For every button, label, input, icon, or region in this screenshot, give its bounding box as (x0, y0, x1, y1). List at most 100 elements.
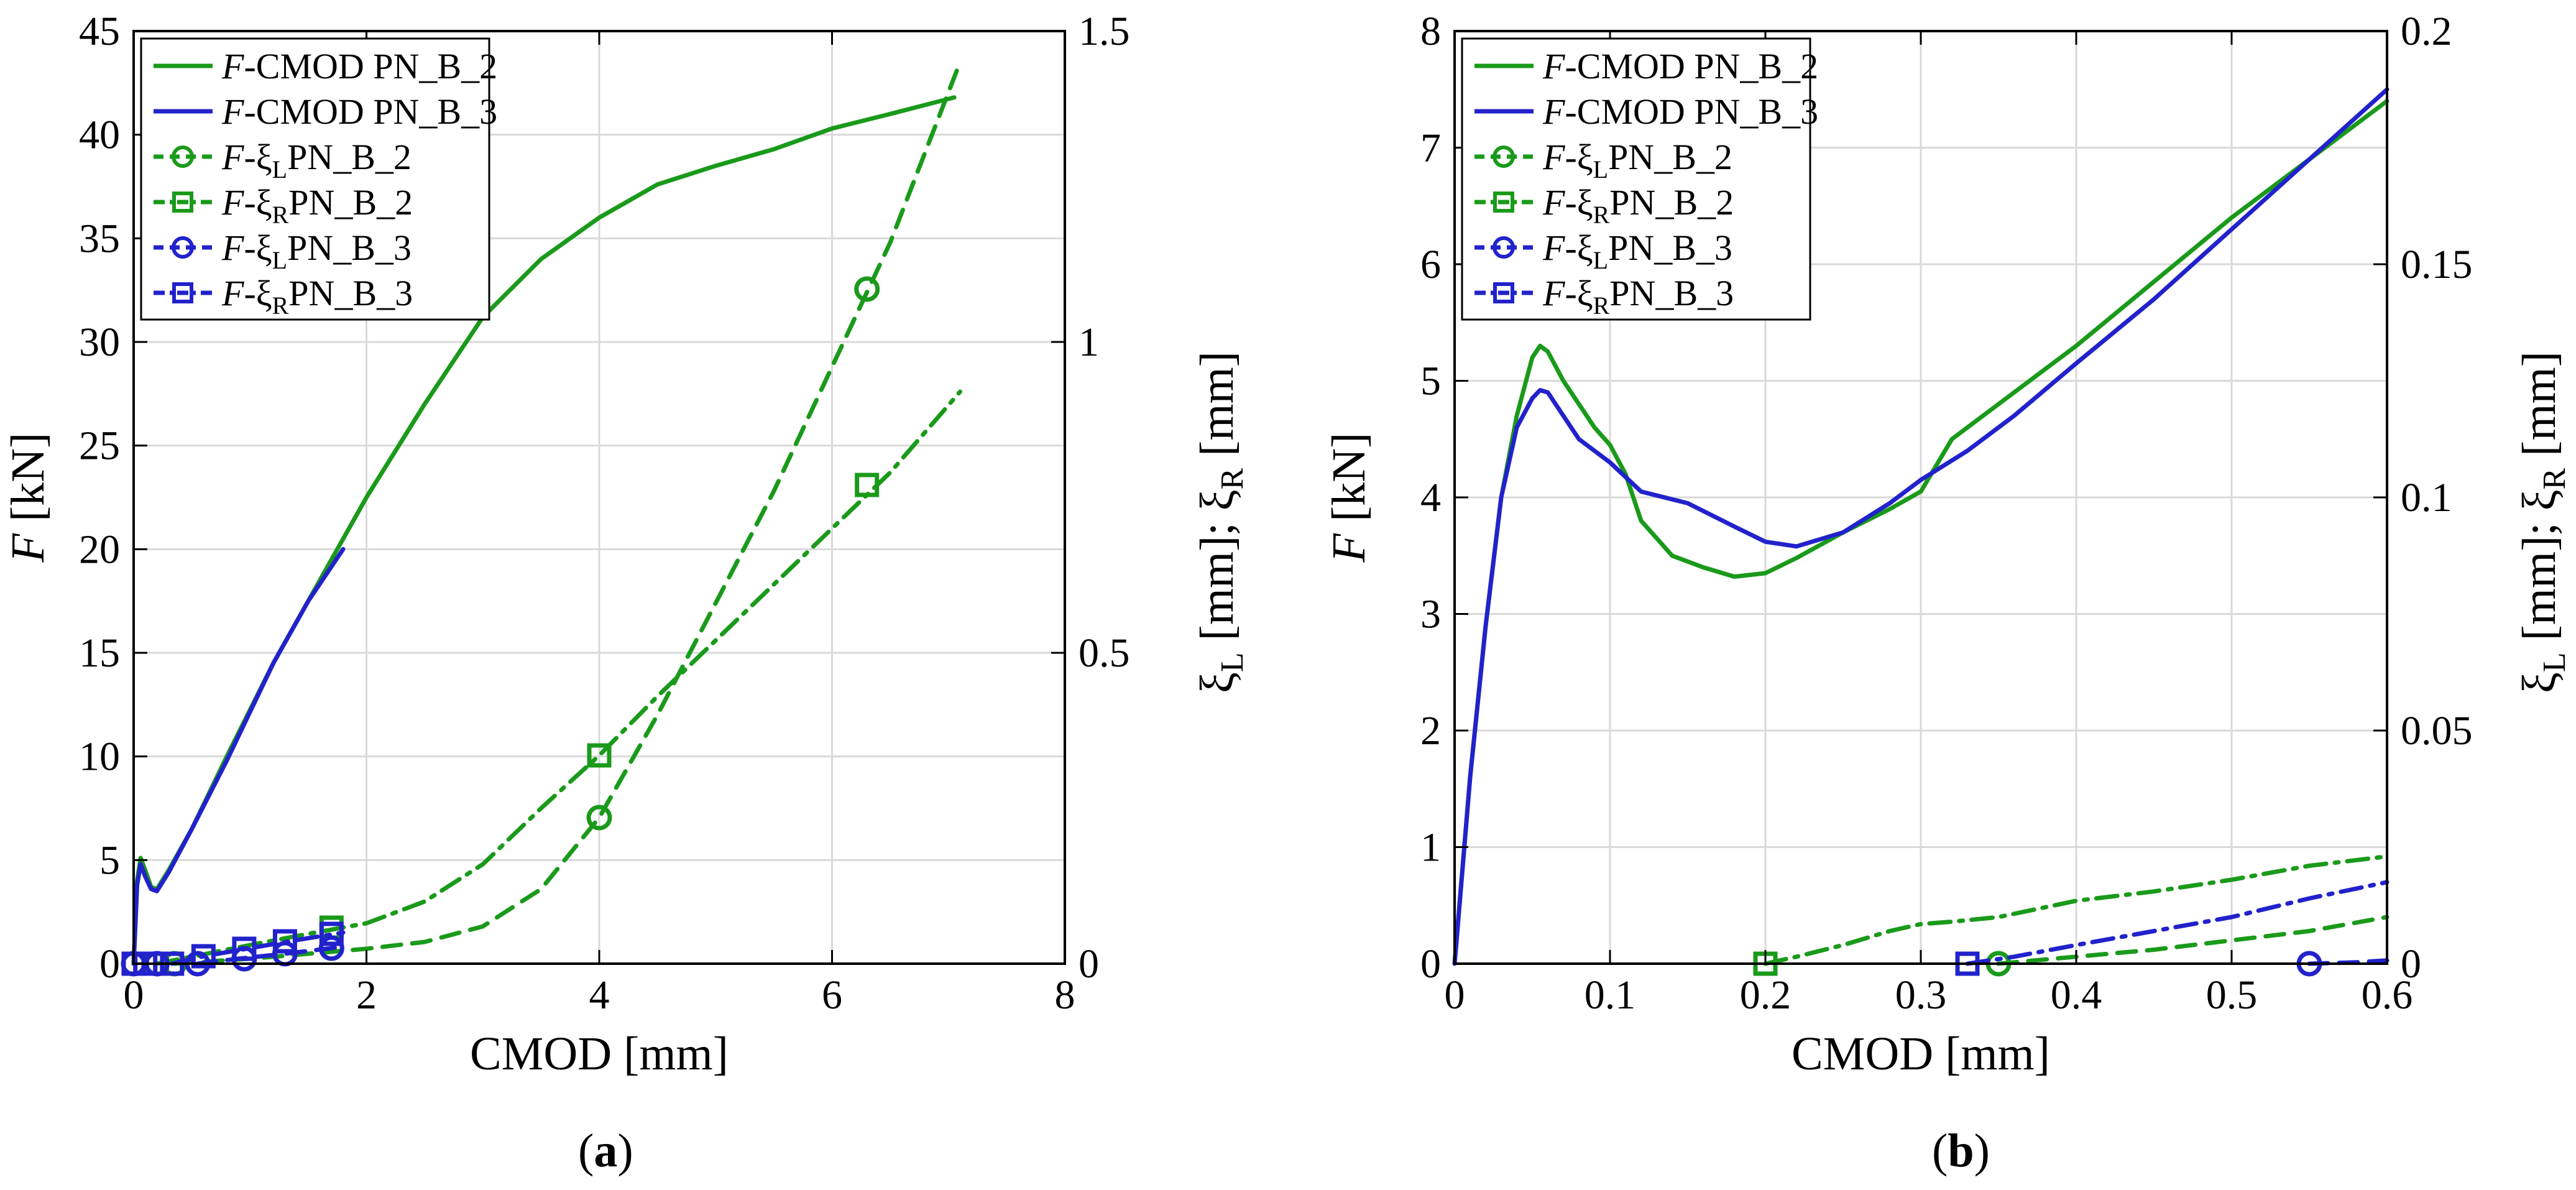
y-tick-label: 5 (99, 837, 120, 883)
y2-label-part: ξ (2513, 672, 2565, 693)
x-tick-label: 0.5 (2206, 972, 2258, 1018)
y-tick-label: 8 (1420, 9, 1441, 54)
y-tick-label: 2 (1420, 708, 1441, 754)
series-line-cmod3 (131, 547, 346, 966)
x-tick-label: 0 (1445, 972, 1465, 1018)
y-tick-label: 35 (79, 216, 120, 261)
y2-tick-label: 0 (1079, 941, 1099, 987)
legend-label-sub: L (272, 155, 287, 183)
legend-label-xiL2: F-ξLPN_B_2 (221, 137, 412, 183)
y-axis-label-unit: [kN] (2, 433, 54, 534)
legend-label-sub: L (1593, 155, 1608, 183)
legend-label-sub: L (272, 246, 287, 274)
legend-box (140, 37, 490, 321)
series-line-xiR2 (1763, 854, 2390, 966)
marker-circle-xiL2 (586, 805, 612, 831)
legend-label-greek: -ξ (1565, 137, 1593, 177)
y2-label-subscript: R (1215, 468, 1250, 490)
marker-square-xiR3 (232, 936, 257, 961)
caption-a-open: ( (578, 1125, 594, 1177)
y-tick-label: 0 (99, 941, 120, 987)
legend-marker-circle (1493, 236, 1515, 259)
legend-label-xiR2: F-ξRPN_B_2 (221, 182, 413, 229)
y-axis-label-var: F (1323, 532, 1375, 563)
legend-label-text: PN_B_2 (287, 137, 412, 177)
y2-tick-label: 1.5 (1079, 9, 1130, 54)
y2-label-part: [mm]; ξ (2513, 490, 2565, 653)
legend-label-xiL3: F-ξLPN_B_3 (1542, 228, 1732, 274)
legend-label-cmod2: F-CMOD PN_B_2 (221, 46, 497, 86)
y-tick-label: 1 (1420, 825, 1441, 870)
legend-label-var: F (221, 228, 244, 268)
legend-label-var: F (1542, 228, 1565, 268)
y-tick-label: 45 (79, 9, 120, 54)
legend-marker-circle (1493, 145, 1515, 168)
legend-label-var: F (221, 137, 244, 177)
legend-box (1461, 37, 1811, 321)
y2-tick-label: 0.15 (2401, 242, 2473, 287)
legend-label-xiR3: F-ξRPN_B_3 (221, 273, 413, 320)
legend-label-text: -CMOD PN_B_3 (244, 91, 497, 132)
caption-a-letter: a (594, 1125, 618, 1177)
x-tick-label: 4 (589, 972, 610, 1018)
marker-square-xiR3 (191, 944, 216, 969)
y-tick-label: 10 (79, 734, 120, 780)
legend-label-text: -CMOD PN_B_2 (1565, 46, 1818, 86)
legend-label-greek: -ξ (1565, 228, 1593, 268)
legend-label-text: PN_B_3 (1609, 273, 1734, 313)
marker-circle-xiL2 (854, 276, 880, 302)
x-tick-label: 0 (124, 972, 144, 1018)
legend-label-var: F (1542, 46, 1565, 86)
series-line-cmod2 (1452, 99, 2390, 966)
y-tick-label: 0 (1420, 941, 1441, 987)
marker-circle-xiL3 (318, 935, 344, 961)
x-axis-label: CMOD [mm] (470, 1028, 729, 1080)
y2-axis-label: ξL [mm]; ξR [mm] (1191, 351, 1250, 693)
y2-tick-label: 0.2 (2401, 9, 2452, 54)
legend-label-var: F (1542, 91, 1565, 132)
y2-tick-label: 0.5 (1079, 630, 1130, 676)
legend-marker-square (172, 282, 193, 303)
caption-b: (b) (1932, 1124, 1990, 1178)
series-line-xiL3 (195, 944, 346, 966)
y2-tick-label: 0.05 (2401, 708, 2473, 754)
y2-label-part: [mm] (1191, 351, 1243, 468)
marker-square-xiR2 (855, 473, 880, 497)
x-tick-label: 6 (822, 972, 842, 1018)
y2-label-subscript: L (2537, 652, 2572, 672)
legend-label-sub: L (1593, 246, 1608, 274)
y2-label-part: [mm] (2513, 351, 2565, 468)
legend-label-text: PN_B_3 (1608, 228, 1732, 268)
y-tick-label: 30 (79, 320, 120, 365)
caption-b-open: ( (1932, 1125, 1948, 1177)
legend-label-sub: R (1593, 292, 1610, 320)
series-line-xiR2 (154, 389, 962, 966)
caption-a-close: ) (617, 1125, 633, 1177)
legend-label-greek: -ξ (244, 137, 272, 177)
y2-label-subscript: R (2537, 468, 2572, 490)
y-tick-label: 6 (1420, 242, 1441, 287)
y2-tick-label: 0 (2401, 941, 2421, 987)
legend-marker-circle (172, 236, 194, 259)
legend-marker-square (1493, 282, 1514, 303)
legend-marker-circle (172, 145, 194, 168)
legend-label-xiR2: F-ξRPN_B_2 (1542, 182, 1734, 229)
legend-label-text: -CMOD PN_B_3 (1565, 91, 1818, 132)
x-tick-label: 0.1 (1585, 972, 1636, 1018)
x-tick-label: 0.3 (1895, 972, 1947, 1018)
y-tick-label: 7 (1420, 126, 1441, 171)
y-tick-label: 20 (79, 527, 120, 572)
y2-label-part: [mm]; ξ (1191, 490, 1243, 653)
legend: F-CMOD PN_B_2F-CMOD PN_B_3F-ξLPN_B_2F-ξR… (140, 37, 497, 321)
legend-label-cmod2: F-CMOD PN_B_2 (1542, 46, 1818, 86)
y-axis-label: F [kN] (1323, 433, 1375, 563)
marker-square-xiR2 (587, 743, 612, 768)
y-tick-label: 40 (79, 113, 120, 158)
legend-label-text: -CMOD PN_B_2 (244, 46, 497, 86)
legend-label-xiR3: F-ξRPN_B_3 (1542, 273, 1734, 320)
legend-label-text: PN_B_2 (1609, 182, 1734, 223)
legend-label-var: F (1542, 137, 1565, 177)
legend-label-var: F (221, 273, 244, 313)
